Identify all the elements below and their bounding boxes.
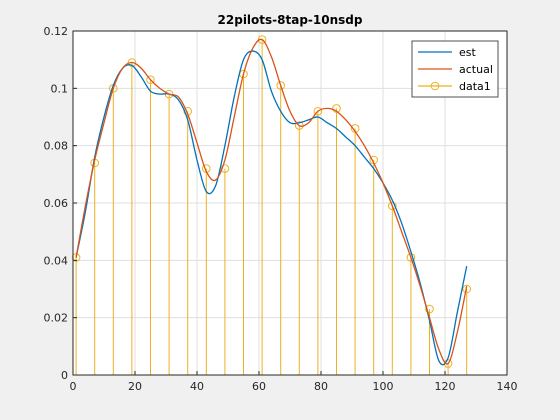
y-tick-label: 0.08 [44,140,69,153]
stem-marker-data1 [127,58,137,67]
chart-title: 22pilots-8tap-10nsdp [218,13,363,27]
stem-layer [71,35,472,375]
legend-marker-data1 [430,81,440,91]
stem-marker-data1 [332,104,341,113]
stem-marker-data1 [71,253,81,262]
stem-marker-data1 [313,106,323,116]
series-line-actual [75,38,468,365]
y-tick-label: 0.02 [44,312,69,325]
y-tick-label: 0.12 [44,25,69,38]
stem-marker-data1 [276,81,286,90]
x-tick-label: 140 [497,380,518,393]
stem-marker-data1 [146,75,155,85]
y-tick-label: 0.04 [44,254,69,267]
stem-marker-data1 [257,35,267,44]
x-tick-label: 120 [435,380,456,393]
legend-label-data1: data1 [459,80,491,93]
y-tick-label: 0.06 [44,197,69,210]
stem-marker-data1 [425,304,434,314]
legend-label-actual: actual [459,63,493,76]
legend: est actual data1 [411,40,499,98]
stem-marker-data1 [220,164,230,173]
y-tick-label: 0.1 [51,82,69,95]
stem-marker-data1 [462,284,472,294]
y-tick-label: 0 [61,369,68,382]
x-tick-label: 0 [70,380,77,393]
legend-label-est: est [459,46,476,59]
series-line-est [75,50,468,366]
line-layer [75,38,468,366]
x-tick-label: 40 [190,380,204,393]
x-tick-label: 60 [252,380,266,393]
tick-layer: 0 20 40 60 80 100 120 140 0 0.02 0.04 0.06 0.08 0.1 0.… [44,25,518,393]
x-tick-label: 80 [314,380,328,393]
x-tick-label: 20 [128,380,142,393]
x-tick-label: 100 [373,380,394,393]
stem-marker-data1 [388,201,397,211]
